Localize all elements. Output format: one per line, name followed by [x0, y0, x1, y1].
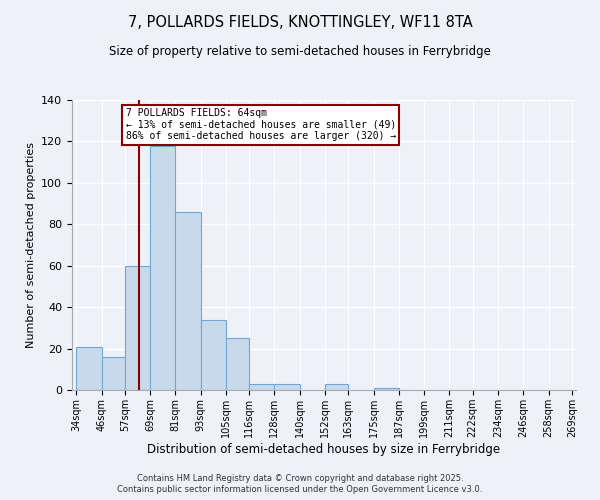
- Bar: [125, 266, 150, 390]
- Bar: [274, 384, 300, 390]
- Bar: [76, 346, 101, 390]
- Text: Size of property relative to semi-detached houses in Ferrybridge: Size of property relative to semi-detach…: [109, 45, 491, 58]
- Text: 7 POLLARDS FIELDS: 64sqm
← 13% of semi-detached houses are smaller (49)
86% of s: 7 POLLARDS FIELDS: 64sqm ← 13% of semi-d…: [126, 108, 396, 142]
- Bar: [101, 357, 125, 390]
- Bar: [200, 320, 226, 390]
- Bar: [150, 146, 175, 390]
- Bar: [175, 212, 200, 390]
- Text: 7, POLLARDS FIELDS, KNOTTINGLEY, WF11 8TA: 7, POLLARDS FIELDS, KNOTTINGLEY, WF11 8T…: [128, 15, 472, 30]
- Y-axis label: Number of semi-detached properties: Number of semi-detached properties: [26, 142, 35, 348]
- Text: Contains HM Land Registry data © Crown copyright and database right 2025.
Contai: Contains HM Land Registry data © Crown c…: [118, 474, 482, 494]
- Bar: [325, 384, 348, 390]
- Bar: [249, 384, 274, 390]
- X-axis label: Distribution of semi-detached houses by size in Ferrybridge: Distribution of semi-detached houses by …: [148, 442, 500, 456]
- Bar: [374, 388, 399, 390]
- Bar: [226, 338, 249, 390]
